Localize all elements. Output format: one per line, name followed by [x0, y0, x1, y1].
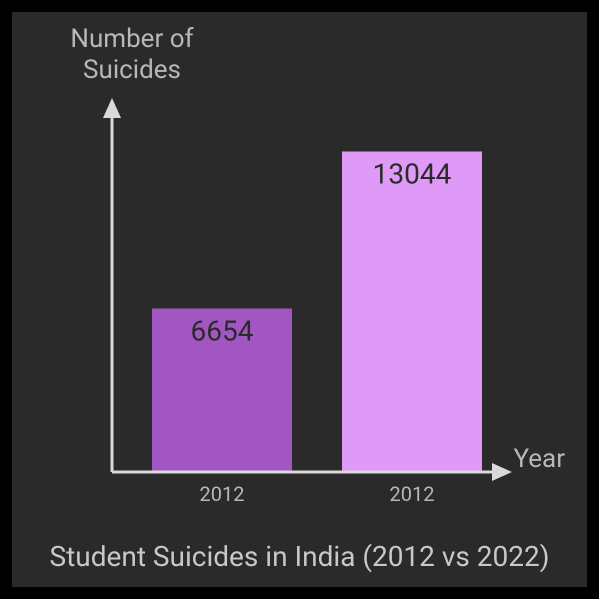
outer-frame: Number of Suicides Year 665413044 201220…: [0, 0, 599, 599]
x-tick-1: 2012: [362, 482, 462, 506]
chart-card: Number of Suicides Year 665413044 201220…: [12, 12, 587, 587]
bar-value-0: 6654: [191, 315, 254, 348]
chart-caption: Student Suicides in India (2012 vs 2022): [12, 540, 587, 573]
chart-plot: 6654 13044: [12, 12, 587, 512]
arrow-right-icon: [492, 463, 512, 481]
x-tick-0: 2012: [172, 482, 272, 506]
arrow-up-icon: [103, 98, 121, 118]
bar-1: [342, 151, 482, 472]
bar-value-1: 13044: [373, 157, 452, 190]
